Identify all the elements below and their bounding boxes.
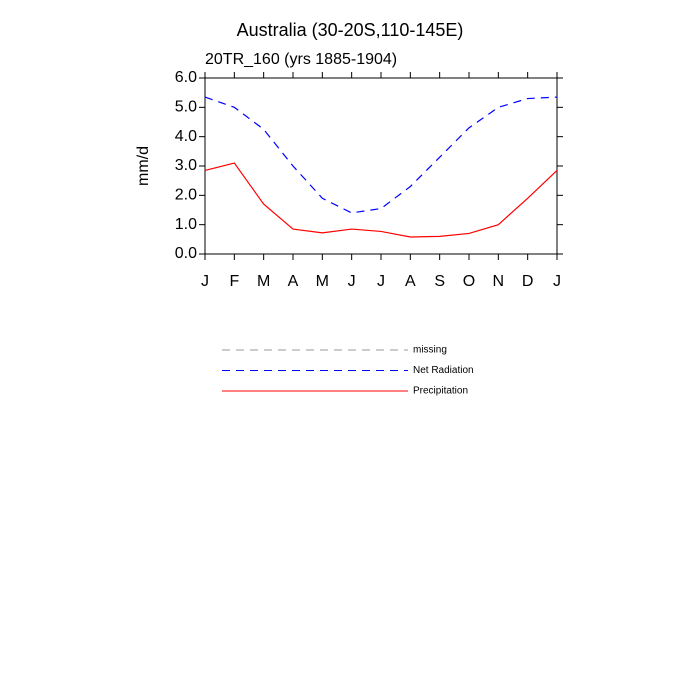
x-tick-label: D [522,273,534,290]
chart-title: Australia (30-20S,110-145E) [237,20,464,40]
x-tick-label: F [229,273,239,290]
x-tick-label: M [257,273,270,290]
y-tick-label: 1.0 [175,216,197,233]
y-axis-label: mm/d [135,146,152,186]
y-tick-label: 0.0 [175,245,197,262]
x-tick-label: J [377,273,385,290]
legend-label: missing [413,345,447,356]
x-tick-label: N [493,273,505,290]
chart-subtitle: 20TR_160 (yrs 1885-1904) [205,51,397,68]
x-tick-label: J [348,273,356,290]
x-tick-label: J [201,273,209,290]
x-tick-label: A [288,273,299,290]
y-tick-label: 6.0 [175,69,197,86]
x-tick-label: O [463,273,475,290]
x-tick-label: M [316,273,329,290]
x-tick-label: S [434,273,445,290]
plot-frame [204,77,558,255]
series-line [204,162,558,238]
y-tick-label: 3.0 [175,157,197,174]
y-tick-label: 4.0 [175,128,197,145]
y-tick-label: 2.0 [175,187,197,204]
x-tick-label: J [553,273,561,290]
x-tick-label: A [405,273,416,290]
y-tick-label: 5.0 [175,99,197,116]
legend-label: Precipitation [413,386,468,397]
legend-label: Net Radiation [413,365,474,376]
